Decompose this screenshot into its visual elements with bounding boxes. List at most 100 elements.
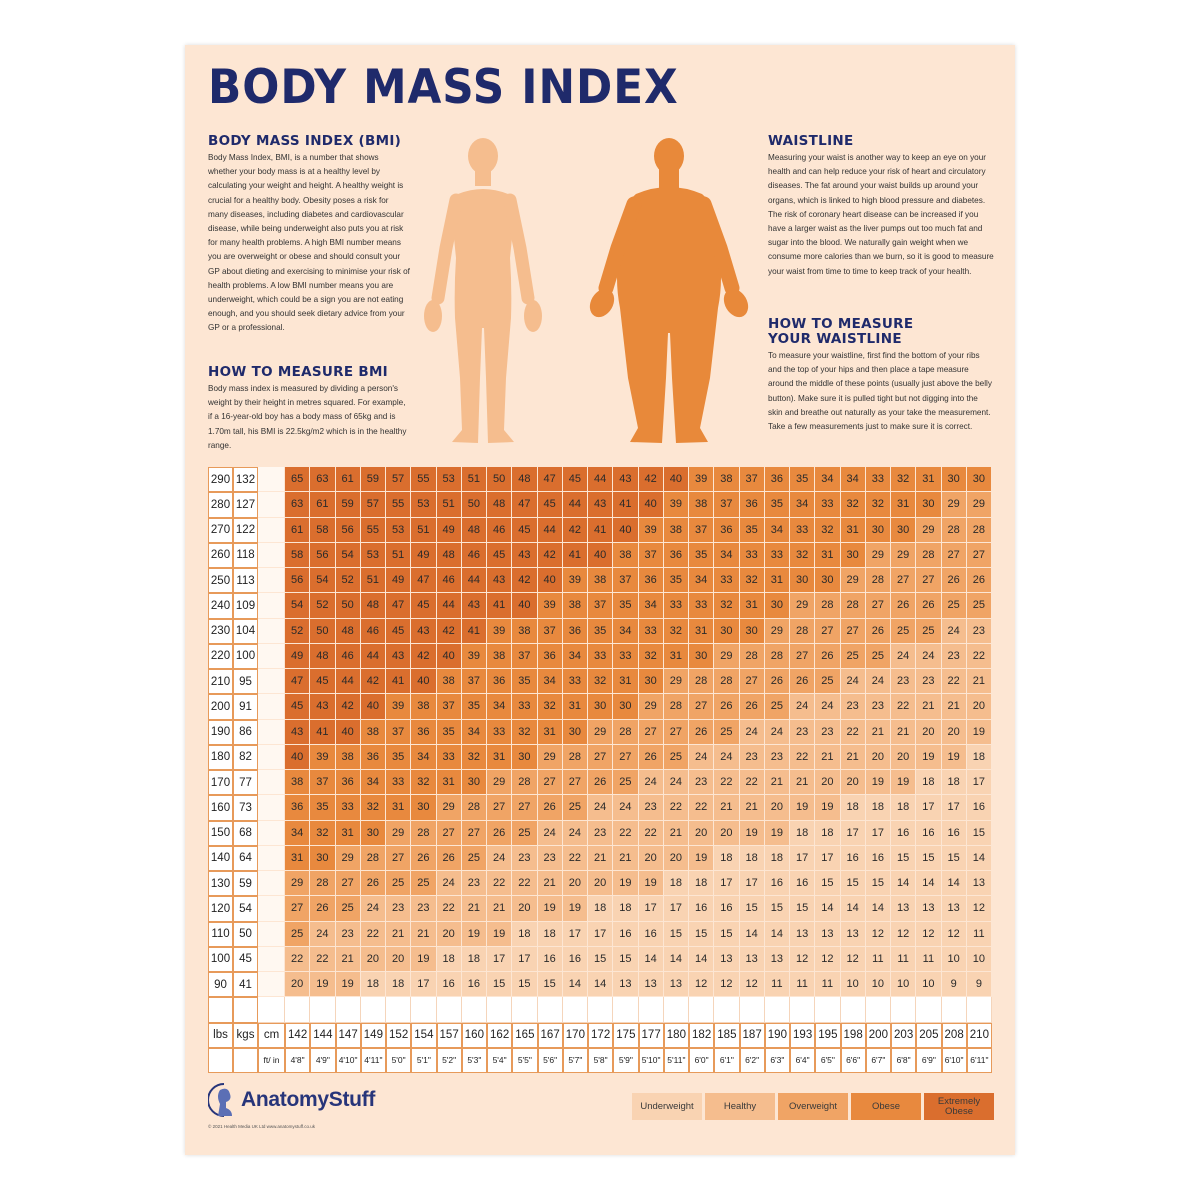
spacer-cell bbox=[258, 921, 285, 947]
legend-underweight: Underweight bbox=[632, 1093, 702, 1120]
bmi-cell: 34 bbox=[285, 820, 311, 846]
bmi-cell: 26 bbox=[916, 593, 942, 619]
bmi-cell: 30 bbox=[865, 517, 891, 543]
weight-lbs-cell: 230 bbox=[208, 618, 233, 644]
bmi-cell: 38 bbox=[663, 517, 689, 543]
empty-cell bbox=[512, 997, 538, 1023]
weight-lbs-cell: 180 bbox=[208, 744, 233, 770]
bmi-cell: 17 bbox=[916, 795, 942, 821]
bmi-cell: 20 bbox=[588, 871, 614, 897]
bmi-cell: 39 bbox=[461, 643, 487, 669]
bmi-cell: 25 bbox=[386, 871, 412, 897]
bmi-cell: 34 bbox=[461, 719, 487, 745]
bmi-cell: 23 bbox=[689, 770, 715, 796]
bmi-cell: 31 bbox=[764, 568, 790, 594]
bmi-cell: 17 bbox=[941, 795, 967, 821]
page-title: BODY MASS INDEX bbox=[208, 60, 679, 115]
bmi-cell: 39 bbox=[663, 492, 689, 518]
bmi-cell: 15 bbox=[916, 845, 942, 871]
bmi-cell: 21 bbox=[790, 770, 816, 796]
bmi-cell: 23 bbox=[916, 669, 942, 695]
bmi-cell: 15 bbox=[865, 871, 891, 897]
bmi-cell: 18 bbox=[436, 946, 462, 972]
bmi-cell: 44 bbox=[461, 568, 487, 594]
bmi-cell: 37 bbox=[461, 669, 487, 695]
bmi-cell: 22 bbox=[487, 871, 513, 897]
bmi-cell: 24 bbox=[588, 795, 614, 821]
bmi-cell: 37 bbox=[386, 719, 412, 745]
bmi-cell: 20 bbox=[386, 946, 412, 972]
height-cm-cell: 167 bbox=[537, 1022, 563, 1048]
bmi-cell: 29 bbox=[588, 719, 614, 745]
bmi-cell: 16 bbox=[638, 921, 664, 947]
bmi-cell: 19 bbox=[537, 896, 563, 922]
bmi-cell: 10 bbox=[966, 946, 992, 972]
empty-cell bbox=[436, 997, 462, 1023]
bmi-cell: 21 bbox=[714, 795, 740, 821]
bmi-cell: 37 bbox=[638, 542, 664, 568]
bmi-cell: 19 bbox=[638, 871, 664, 897]
empty-cell bbox=[663, 997, 689, 1023]
bmi-cell: 20 bbox=[941, 719, 967, 745]
bmi-cell: 20 bbox=[285, 972, 311, 998]
bmi-cell: 36 bbox=[714, 517, 740, 543]
bmi-cell: 18 bbox=[386, 972, 412, 998]
bmi-cell: 29 bbox=[916, 517, 942, 543]
bmi-cell: 44 bbox=[562, 492, 588, 518]
spacer-cell bbox=[258, 845, 285, 871]
bmi-cell: 38 bbox=[512, 618, 538, 644]
spacer-cell bbox=[258, 492, 285, 518]
bmi-cell: 27 bbox=[891, 568, 917, 594]
empty-cell bbox=[233, 1047, 258, 1073]
height-ftin-cell: 6'4" bbox=[790, 1047, 816, 1073]
obese-body-figure bbox=[589, 138, 749, 443]
bmi-cell: 26 bbox=[638, 744, 664, 770]
bmi-cell: 15 bbox=[815, 871, 841, 897]
bmi-cell: 43 bbox=[411, 618, 437, 644]
bmi-cell: 15 bbox=[613, 946, 639, 972]
height-ftin-cell: 5'9" bbox=[613, 1047, 639, 1073]
bmi-cell: 28 bbox=[865, 568, 891, 594]
spacer-cell bbox=[258, 896, 285, 922]
weight-kgs-cell: 64 bbox=[233, 845, 258, 871]
bmi-cell: 30 bbox=[840, 542, 866, 568]
bmi-cell: 31 bbox=[285, 845, 311, 871]
bmi-cell: 24 bbox=[613, 795, 639, 821]
bmi-cell: 41 bbox=[613, 492, 639, 518]
bmi-cell: 28 bbox=[966, 517, 992, 543]
height-ftin-cell: 6'3" bbox=[764, 1047, 790, 1073]
bmi-cell: 41 bbox=[310, 719, 336, 745]
bmi-cell: 28 bbox=[613, 719, 639, 745]
height-cm-cell: 203 bbox=[891, 1022, 917, 1048]
bmi-cell: 23 bbox=[891, 669, 917, 695]
empty-cell bbox=[537, 997, 563, 1023]
bmi-cell: 27 bbox=[537, 770, 563, 796]
bmi-cell: 16 bbox=[714, 896, 740, 922]
bmi-cell: 20 bbox=[891, 744, 917, 770]
weight-lbs-cell: 120 bbox=[208, 896, 233, 922]
bmi-cell: 22 bbox=[663, 795, 689, 821]
measure-bmi-heading: HOW TO MEASURE BMI bbox=[208, 364, 389, 380]
weight-kgs-cell: 132 bbox=[233, 467, 258, 493]
bmi-cell: 32 bbox=[411, 770, 437, 796]
bmi-cell: 36 bbox=[537, 643, 563, 669]
weight-lbs-cell: 160 bbox=[208, 795, 233, 821]
bmi-cell: 29 bbox=[537, 744, 563, 770]
brand-logo: AnatomyStuff bbox=[208, 1082, 375, 1118]
height-cm-cell: 160 bbox=[461, 1022, 487, 1048]
spacer-cell bbox=[258, 871, 285, 897]
bmi-cell: 34 bbox=[815, 467, 841, 493]
bmi-cell: 25 bbox=[285, 921, 311, 947]
bmi-cell: 24 bbox=[310, 921, 336, 947]
bmi-cell: 18 bbox=[461, 946, 487, 972]
bmi-cell: 21 bbox=[739, 795, 765, 821]
bmi-cell: 14 bbox=[840, 896, 866, 922]
bmi-cell: 49 bbox=[411, 542, 437, 568]
bmi-cell: 29 bbox=[840, 568, 866, 594]
bmi-cell: 63 bbox=[285, 492, 311, 518]
bmi-cell: 35 bbox=[386, 744, 412, 770]
bmi-cell: 15 bbox=[739, 896, 765, 922]
weight-kgs-cell: 45 bbox=[233, 946, 258, 972]
bmi-cell: 35 bbox=[739, 517, 765, 543]
bmi-cell: 45 bbox=[537, 492, 563, 518]
